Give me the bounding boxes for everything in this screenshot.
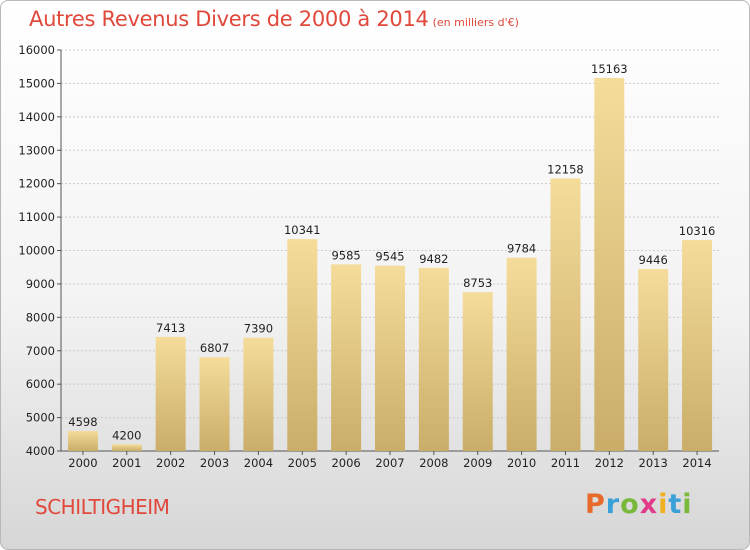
y-tick-label: 4000 (26, 444, 55, 458)
proxiti-logo: Proxiti (585, 489, 693, 520)
bar-2012 (594, 77, 625, 451)
y-tick-label: 10000 (18, 244, 55, 258)
chart-title-text: Autres Revenus Divers de 2000 à 2014 (29, 7, 429, 31)
x-tick-label-2001: 2001 (112, 456, 141, 470)
bar-2000 (67, 431, 98, 451)
x-tick-label-2004: 2004 (244, 456, 273, 470)
value-label-2014: 10316 (679, 224, 716, 238)
chart-unit: (en milliers d'€) (432, 16, 519, 29)
x-tick-label-2012: 2012 (595, 456, 624, 470)
bar-2010 (506, 257, 537, 451)
x-tick-label-2003: 2003 (200, 456, 229, 470)
bar-2011 (550, 178, 581, 451)
x-tick-label-2000: 2000 (68, 456, 97, 470)
x-tick-label-2011: 2011 (551, 456, 580, 470)
x-tick-label-2008: 2008 (419, 456, 448, 470)
value-label-2001: 4200 (112, 428, 141, 442)
value-label-2012: 15163 (591, 62, 628, 76)
bar-2005 (287, 239, 318, 451)
value-label-2004: 7390 (244, 322, 273, 336)
y-tick-label: 15000 (18, 76, 55, 90)
x-tick-label-2005: 2005 (288, 456, 317, 470)
bar-2013 (638, 269, 669, 451)
chart-title: Autres Revenus Divers de 2000 à 2014 (en … (29, 7, 519, 31)
value-label-2008: 9482 (419, 252, 448, 266)
value-label-2010: 9784 (507, 242, 536, 256)
place-name: SCHILTIGHEIM (35, 495, 170, 519)
labels: 4000 5000 6000 7000 8000 9000 10000 11000 12000 1… (18, 43, 715, 470)
value-label-2003: 6807 (200, 341, 229, 355)
value-label-2000: 4598 (68, 415, 97, 429)
x-tick-label-2014: 2014 (682, 456, 711, 470)
y-tick-label: 9000 (26, 277, 55, 291)
x-tick-label-2006: 2006 (331, 456, 360, 470)
x-tick-label-2009: 2009 (463, 456, 492, 470)
x-tick-label-2002: 2002 (156, 456, 185, 470)
y-tick-label: 14000 (18, 110, 55, 124)
y-tick-label: 16000 (18, 43, 55, 57)
value-label-2013: 9446 (639, 253, 668, 267)
y-tick-label: 12000 (18, 177, 55, 191)
x-tick-label-2007: 2007 (375, 456, 404, 470)
y-tick-label: 8000 (26, 310, 55, 324)
bar-2003 (199, 357, 230, 451)
bar-2007 (375, 265, 405, 451)
y-tick-label: 5000 (26, 411, 55, 425)
y-tick-label: 11000 (18, 210, 55, 224)
bars (67, 77, 713, 451)
bar-2004 (243, 337, 274, 451)
x-tick-label-2010: 2010 (507, 456, 536, 470)
x-tick-label-2013: 2013 (639, 456, 668, 470)
bar-2008 (418, 267, 449, 451)
y-tick-label: 6000 (26, 377, 55, 391)
value-label-2009: 8753 (463, 276, 492, 290)
bar-2002 (155, 336, 186, 451)
value-label-2011: 12158 (547, 162, 584, 176)
y-tick-label: 13000 (18, 143, 55, 157)
bar-2006 (331, 264, 362, 451)
bar-2009 (462, 292, 493, 451)
y-tick-label: 7000 (26, 344, 55, 358)
value-label-2006: 9585 (331, 248, 360, 262)
value-label-2007: 9545 (375, 250, 404, 264)
value-label-2005: 10341 (284, 223, 321, 237)
bar-2014 (682, 239, 713, 451)
value-label-2002: 7413 (156, 321, 185, 335)
bar-2001 (111, 444, 142, 451)
